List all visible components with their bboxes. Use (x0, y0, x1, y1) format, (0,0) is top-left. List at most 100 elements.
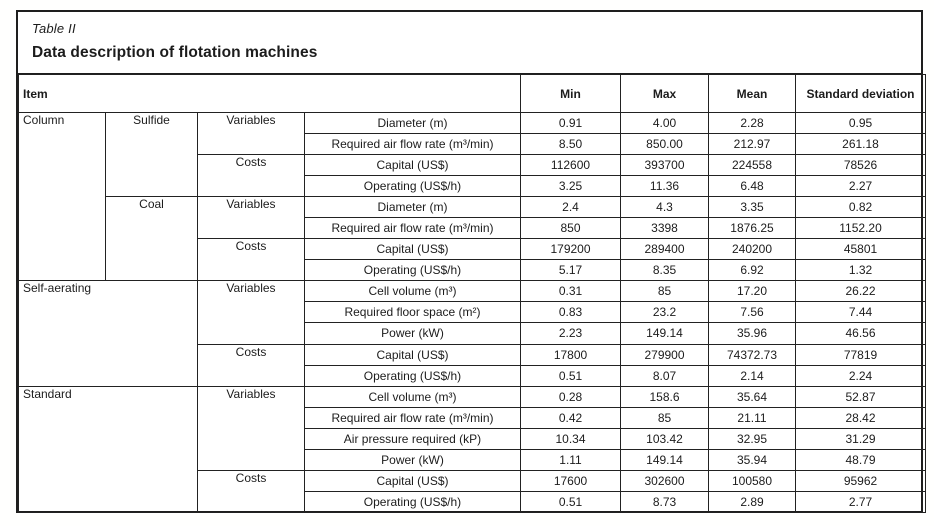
table-row: Coal Variables Diameter (m) 2.4 4.3 3.35 0.82 (19, 196, 926, 282)
cell-std: 45801 (795, 238, 926, 261)
cell-std: 95962 (795, 469, 926, 492)
cell-min: 850 (520, 217, 621, 240)
cell-min: 179200 (520, 238, 621, 261)
cell-min: 0.51 (520, 364, 621, 387)
cell-category: Costs (197, 154, 305, 198)
cell-mean: 6.92 (708, 259, 796, 282)
cell-mean: 35.94 (708, 448, 796, 471)
cell-min: 17600 (520, 469, 621, 492)
cell-mean: 7.56 (708, 301, 796, 324)
cell-item: Diameter (m) (304, 111, 521, 135)
cell-std: 2.27 (795, 175, 926, 198)
cell-min: 0.31 (520, 280, 621, 303)
cell-max: 8.35 (620, 259, 709, 282)
cell-max: 149.14 (620, 448, 709, 471)
cell-max: 4.00 (620, 111, 709, 135)
table-caption: Table II (32, 21, 76, 36)
cell-std: 26.22 (795, 280, 926, 303)
cell-min: 0.51 (520, 490, 621, 514)
table-row: Operating (US$/h) 0.51 8.07 2.14 2.24 (19, 364, 926, 387)
table-row: Operating (US$/h) 3.25 11.36 6.48 2.27 (19, 175, 926, 198)
cell-std: 0.95 (795, 111, 926, 135)
cell-std: 77819 (795, 343, 926, 366)
cell-min: 5.17 (520, 259, 621, 282)
cell-max: 850.00 (620, 133, 709, 156)
cell-item: Capital (US$) (304, 343, 521, 366)
cell-min: 0.28 (520, 385, 621, 408)
cell-std: 28.42 (795, 406, 926, 429)
cell-item: Required air flow rate (m³/min) (304, 133, 521, 156)
cell-item: Required floor space (m²) (304, 301, 521, 324)
cell-category: Costs (197, 343, 305, 387)
cell-item: Diameter (m) (304, 196, 521, 219)
table-row: Standard Variables Cell volume (m³) 0.28 158… (18, 385, 926, 514)
cell-min: 2.23 (520, 322, 621, 345)
cell-item: Capital (US$) (304, 469, 521, 492)
table-row: Power (kW) 1.11 149.14 35.94 48.79 (19, 448, 926, 471)
cell-subgroup: Sulfide (105, 111, 198, 198)
table-row: Column Sulfide Variables Diameter (m) 0.91 4.… (18, 111, 926, 282)
cell-std: 52.87 (795, 385, 926, 408)
cell-mean: 6.48 (708, 175, 796, 198)
cell-category: Variables (197, 280, 305, 345)
cell-std: 261.18 (795, 133, 926, 156)
cell-min: 17800 (520, 343, 621, 366)
cell-mean: 17.20 (708, 280, 796, 303)
cell-group: Self-aerating (18, 280, 198, 387)
table-frame: Table II Data description of flotation m… (16, 10, 926, 514)
table-row: Required floor space (m²) 0.83 23.2 7.56 7.4… (19, 301, 926, 324)
cell-category: Variables (197, 385, 305, 471)
data-table: Item Min Max Mean Standard deviation Col… (18, 74, 926, 514)
table-row: Required air flow rate (m³/min) 8.50 850.0… (19, 133, 926, 156)
table-title: Data description of flotation machines (32, 44, 318, 61)
cell-subgroup: Coal (105, 196, 198, 282)
cell-max: 8.07 (620, 364, 709, 387)
cell-std: 46.56 (795, 322, 926, 345)
table-row: Air pressure required (kP) 10.34 103.42 32.… (19, 427, 926, 450)
cell-mean: 2.89 (708, 490, 796, 514)
cell-item: Power (kW) (304, 322, 521, 345)
table-row: Costs Capital (US$) 179200 289400 240200 4580… (19, 238, 926, 282)
cell-max: 279900 (620, 343, 709, 366)
cell-group: Column (18, 111, 106, 282)
cell-min: 0.42 (520, 406, 621, 429)
cell-min: 3.25 (520, 175, 621, 198)
cell-mean: 1876.25 (708, 217, 796, 240)
cell-min: 8.50 (520, 133, 621, 156)
cell-std: 78526 (795, 154, 926, 177)
cell-max: 158.6 (620, 385, 709, 408)
cell-mean: 74372.73 (708, 343, 796, 366)
cell-item: Cell volume (m³) (304, 385, 521, 408)
cell-max: 302600 (620, 469, 709, 492)
cell-item: Required air flow rate (m³/min) (304, 217, 521, 240)
cell-max: 149.14 (620, 322, 709, 345)
cell-mean: 2.14 (708, 364, 796, 387)
cell-max: 8.73 (620, 490, 709, 514)
cell-item: Required air flow rate (m³/min) (304, 406, 521, 429)
cell-min: 112600 (520, 154, 621, 177)
column-header-mean: Mean (708, 74, 796, 113)
cell-std: 2.24 (795, 364, 926, 387)
cell-mean: 212.97 (708, 133, 796, 156)
cell-max: 103.42 (620, 427, 709, 450)
cell-mean: 35.96 (708, 322, 796, 345)
cell-category: Variables (197, 111, 305, 156)
cell-mean: 21.11 (708, 406, 796, 429)
table-header: Item Min Max Mean Standard deviation (18, 74, 926, 113)
cell-item: Power (kW) (304, 448, 521, 471)
cell-item: Capital (US$) (304, 154, 521, 177)
cell-mean: 100580 (708, 469, 796, 492)
cell-max: 11.36 (620, 175, 709, 198)
cell-category: Variables (197, 196, 305, 240)
cell-group: Standard (18, 385, 198, 514)
cell-std: 48.79 (795, 448, 926, 471)
cell-min: 0.91 (520, 111, 621, 135)
cell-item: Cell volume (m³) (304, 280, 521, 303)
cell-std: 0.82 (795, 196, 926, 219)
table-row: Self-aerating Variables Cell volume (m³) 0.… (18, 280, 926, 387)
cell-mean: 240200 (708, 238, 796, 261)
cell-std: 7.44 (795, 301, 926, 324)
cell-std: 1.32 (795, 259, 926, 282)
table-row: Operating (US$/h) 0.51 8.73 2.89 2.77 (19, 490, 926, 514)
